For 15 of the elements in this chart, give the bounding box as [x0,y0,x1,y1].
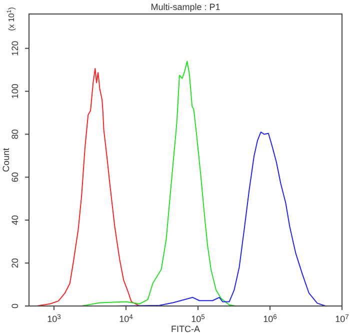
x-tick-label: 10$^{3}$ [47,314,62,324]
x-tick-label: 10$^{7}$ [335,314,350,324]
y-axis-title: Count [1,148,11,172]
y-tick-label: 120 [10,40,20,56]
x-tick-label: 10$^{5}$ [191,314,206,324]
y-tick-label: 80 [10,129,20,140]
x-tick-label: 10$^{6}$ [263,314,278,324]
x-axis-title: FITC-A [171,324,200,333]
y-tick-label: 60 [10,172,20,182]
y-tick-label: 20 [10,258,20,268]
x-tick-label: 10$^{4}$ [119,314,134,324]
chart-title: Multi-sample : P1 [150,2,220,12]
y-tick-label: 0 [10,303,20,309]
y-tick-label: 40 [10,215,20,226]
y-tick-label: 100 [10,84,20,99]
